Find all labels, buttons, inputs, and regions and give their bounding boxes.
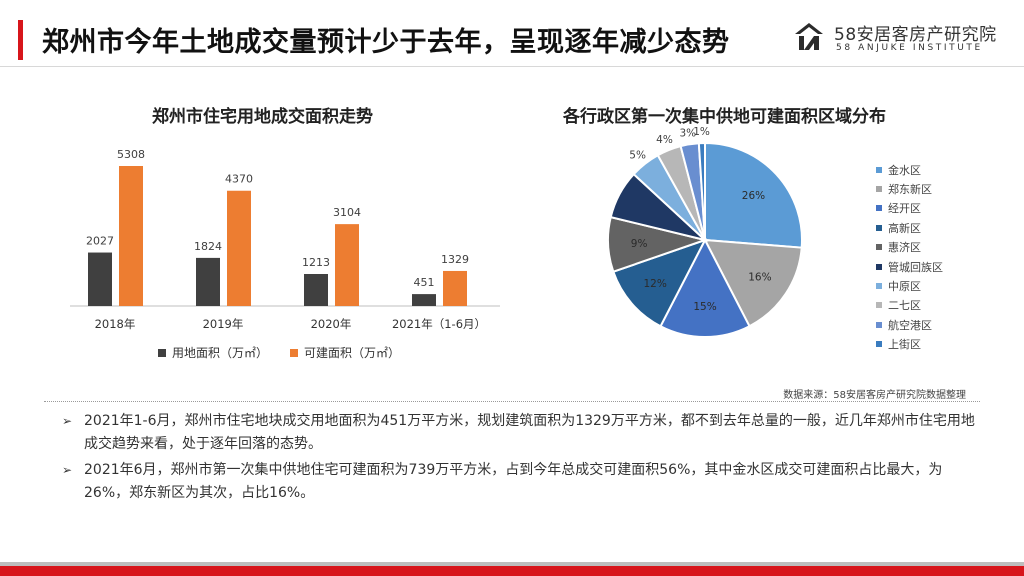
pie-legend-item: 管城回族区 [876, 257, 943, 276]
bar-chart: 2027 5308 2018年 1824 4370 2019年 1213 3104 2020年 4… [70, 148, 500, 331]
x-tick-label: 2020年 [311, 317, 352, 331]
pie-data-label: 9% [631, 238, 648, 250]
logo-mark-icon [795, 23, 823, 50]
pie-legend-label: 航空港区 [888, 318, 932, 332]
legend-swatch-land-area [158, 348, 166, 357]
bar-data-label: 4370 [225, 173, 253, 186]
legend-label-land-area: 用地面积（万㎡） [172, 346, 269, 360]
footer-red-bar [0, 566, 1024, 576]
pie-data-label: 15% [693, 301, 716, 313]
bar-buildable-area [119, 166, 143, 306]
bar-data-label: 1329 [441, 253, 469, 266]
page-title: 郑州市今年土地成交量预计少于去年，呈现逐年减少态势 [42, 27, 730, 58]
legend-swatch-buildable-area [290, 348, 299, 357]
pie-legend-item: 经开区 [876, 199, 943, 218]
pie-chart-title: 各行政区第一次集中供地可建面积区域分布 [563, 107, 886, 127]
pie-legend-item: 惠济区 [876, 238, 943, 257]
pie-data-label: 26% [742, 190, 765, 202]
legend-item-buildable-area: 可建面积（万㎡） [290, 344, 400, 361]
pie-chart: 26% 16% 15% 12% 9% 5% 4% 3%1% [607, 126, 803, 338]
pie-legend-swatch [876, 302, 882, 309]
pie-legend-label: 中原区 [888, 280, 921, 294]
pie-data-label: 1% [693, 126, 710, 138]
pie-legend-swatch [876, 224, 882, 231]
pie-data-label: 16% [748, 272, 771, 284]
pie-legend-label: 金水区 [888, 163, 921, 177]
pie-legend-label: 管城回族区 [888, 260, 943, 274]
pie-legend-item: 二七区 [876, 296, 943, 315]
pie-legend-label: 经开区 [888, 202, 921, 216]
pie-legend-item: 上街区 [876, 335, 943, 354]
bar-data-label: 2027 [86, 235, 114, 248]
bar-data-label: 3104 [333, 206, 361, 219]
pie-legend-swatch [876, 244, 882, 251]
pie-chart-legend: 金水区郑东新区经开区高新区惠济区管城回族区中原区二七区航空港区上街区 [876, 160, 943, 354]
bar-land-area [412, 294, 436, 306]
bar-chart-legend: 用地面积（万㎡） 可建面积（万㎡） [158, 344, 400, 361]
bar-land-area [304, 274, 328, 306]
pie-data-label: 5% [629, 149, 646, 161]
pie-data-label: 3% [679, 127, 696, 139]
pie-legend-item: 金水区 [876, 160, 943, 179]
arrow-bullet-icon: ➢ [62, 414, 73, 428]
pie-slice [697, 141, 706, 241]
pie-legend-label: 郑东新区 [888, 183, 932, 197]
legend-item-land-area: 用地面积（万㎡） [158, 344, 268, 361]
arrow-bullet-icon: ➢ [62, 463, 73, 477]
pie-slice [659, 237, 751, 338]
bar-data-label: 5308 [117, 148, 145, 161]
x-tick-label: 2021年（1-6月） [392, 317, 486, 331]
x-tick-label: 2019年 [203, 317, 244, 331]
bar-data-label: 451 [414, 276, 435, 289]
bar-chart-title: 郑州市住宅用地成交面积走势 [152, 107, 373, 127]
note-text: 2021年6月，郑州市第一次集中供地住宅可建面积为739万平方米，占到今年总成交… [84, 462, 943, 501]
pie-data-label: 12% [643, 278, 666, 290]
footer-gray-strip [0, 562, 1024, 566]
note-item: ➢ 2021年1-6月，郑州市住宅地块成交用地面积为451万平方米，规划建筑面积… [60, 410, 980, 456]
data-source-note: 数据来源：58安居客房产研究院数据整理 [783, 390, 966, 401]
x-tick-label: 2018年 [95, 317, 136, 331]
pie-slice [703, 238, 803, 328]
pie-legend-swatch [876, 283, 882, 290]
note-text: 2021年1-6月，郑州市住宅地块成交用地面积为451万平方米，规划建筑面积为1… [84, 413, 975, 452]
logo-name-cn: 58安居客房产研究院 [834, 25, 997, 45]
pie-legend-swatch [876, 205, 882, 212]
pie-legend-swatch [876, 321, 882, 328]
bar-data-label: 1213 [302, 256, 330, 269]
pie-legend-item: 郑东新区 [876, 179, 943, 198]
logo-name-en: 58 ANJUKE INSTITUTE [836, 43, 983, 53]
bar-land-area [196, 257, 220, 306]
notes-divider [44, 401, 980, 402]
bar-buildable-area [335, 224, 359, 306]
pie-legend-item: 中原区 [876, 276, 943, 295]
title-accent-bar [18, 20, 23, 60]
pie-legend-item: 航空港区 [876, 315, 943, 334]
pie-legend-label: 上街区 [888, 338, 921, 352]
header-divider [0, 66, 1024, 67]
bar-land-area [88, 252, 112, 306]
pie-legend-label: 二七区 [888, 299, 921, 313]
bar-buildable-area [443, 270, 467, 306]
note-item: ➢ 2021年6月，郑州市第一次集中供地住宅可建面积为739万平方米，占到今年总… [60, 459, 980, 505]
notes-list: ➢ 2021年1-6月，郑州市住宅地块成交用地面积为451万平方米，规划建筑面积… [60, 410, 980, 508]
pie-legend-swatch [876, 166, 882, 173]
logo: 58安居客房产研究院 58 ANJUKE INSTITUTE [792, 16, 1002, 60]
pie-legend-swatch [876, 186, 882, 193]
pie-slice [704, 141, 803, 249]
pie-legend-label: 惠济区 [888, 241, 921, 255]
pie-legend-swatch [876, 341, 882, 348]
legend-label-buildable-area: 可建面积（万㎡） [304, 346, 401, 360]
bar-data-label: 1824 [194, 240, 222, 253]
pie-legend-swatch [876, 263, 882, 270]
pie-data-label: 4% [656, 134, 673, 146]
pie-legend-item: 高新区 [876, 218, 943, 237]
bar-buildable-area [227, 190, 251, 306]
pie-legend-label: 高新区 [888, 221, 921, 235]
pie-slice [612, 238, 708, 328]
